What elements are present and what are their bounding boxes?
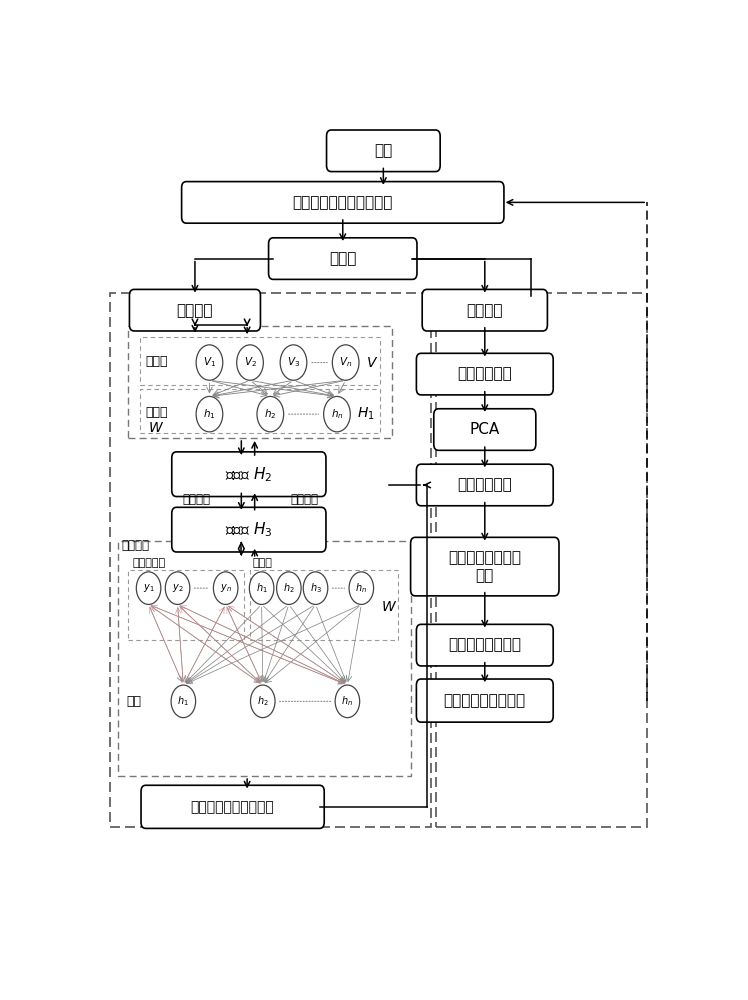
Circle shape: [196, 345, 223, 380]
Text: $h_1$: $h_1$: [203, 407, 215, 421]
Text: 获取导轨运行的数据信号: 获取导轨运行的数据信号: [292, 195, 393, 210]
Circle shape: [196, 396, 223, 432]
Bar: [110, 293, 432, 827]
FancyBboxPatch shape: [411, 537, 559, 596]
Bar: [140, 389, 381, 433]
FancyBboxPatch shape: [417, 353, 554, 395]
Text: $V$: $V$: [366, 356, 378, 370]
Text: $h_2$: $h_2$: [257, 694, 269, 708]
Circle shape: [257, 396, 283, 432]
Bar: [118, 541, 411, 776]
Text: $h_2$: $h_2$: [264, 407, 277, 421]
Text: $V_1$: $V_1$: [203, 356, 216, 369]
Text: 测试数据: 测试数据: [467, 303, 503, 318]
Text: $h_1$: $h_1$: [256, 581, 268, 595]
Text: $W$: $W$: [148, 421, 164, 435]
FancyBboxPatch shape: [422, 289, 548, 331]
Circle shape: [335, 685, 360, 718]
Text: 导轨状态特征: 导轨状态特征: [458, 477, 512, 492]
Circle shape: [280, 345, 307, 380]
Text: 顶层: 顶层: [126, 695, 141, 708]
Text: $h_3$: $h_3$: [310, 581, 322, 595]
Text: 可视层: 可视层: [146, 355, 168, 368]
Text: 反向重构: 反向重构: [290, 493, 318, 506]
Text: $h_n$: $h_n$: [355, 581, 367, 595]
Circle shape: [136, 572, 161, 604]
Text: 预处理: 预处理: [329, 251, 357, 266]
Text: 导轨实时运行状态: 导轨实时运行状态: [448, 638, 521, 653]
Text: $W$: $W$: [381, 600, 396, 614]
Circle shape: [236, 345, 263, 380]
Text: $V_3$: $V_3$: [287, 356, 300, 369]
Bar: [129, 326, 392, 438]
Circle shape: [249, 572, 274, 604]
FancyBboxPatch shape: [172, 507, 326, 552]
FancyBboxPatch shape: [417, 679, 554, 722]
FancyBboxPatch shape: [417, 464, 554, 506]
Circle shape: [251, 685, 275, 718]
Circle shape: [349, 572, 373, 604]
Text: $h_2$: $h_2$: [283, 581, 295, 595]
FancyBboxPatch shape: [269, 238, 417, 279]
Circle shape: [213, 572, 238, 604]
Text: $H_1$: $H_1$: [358, 406, 375, 422]
Text: $h_n$: $h_n$: [331, 407, 343, 421]
FancyBboxPatch shape: [129, 289, 260, 331]
FancyBboxPatch shape: [182, 182, 504, 223]
Text: $h_n$: $h_n$: [341, 694, 353, 708]
Text: 隐藏层 $H_3$: 隐藏层 $H_3$: [225, 520, 272, 539]
Text: 正向传递: 正向传递: [183, 493, 211, 506]
Circle shape: [324, 396, 350, 432]
Text: 开始: 开始: [374, 143, 393, 158]
Bar: [435, 293, 647, 827]
FancyBboxPatch shape: [434, 409, 536, 450]
FancyBboxPatch shape: [417, 624, 554, 666]
Text: PCA: PCA: [470, 422, 500, 437]
Text: 导轨状态警告或结束: 导轨状态警告或结束: [444, 693, 526, 708]
Text: 提取数据特征: 提取数据特征: [458, 367, 512, 382]
Text: $V_2$: $V_2$: [244, 356, 257, 369]
Text: 特征向量间相似度
处理: 特征向量间相似度 处理: [448, 550, 521, 583]
Text: 输出导轨运行状态模型: 输出导轨运行状态模型: [191, 800, 275, 814]
Circle shape: [171, 685, 196, 718]
Text: 隐藏层: 隐藏层: [252, 558, 272, 568]
Text: $h_1$: $h_1$: [177, 694, 189, 708]
FancyBboxPatch shape: [327, 130, 440, 172]
Circle shape: [165, 572, 190, 604]
Text: $V_n$: $V_n$: [339, 356, 352, 369]
Text: 隐藏层 $H_2$: 隐藏层 $H_2$: [225, 465, 272, 484]
Text: 隐藏层: 隐藏层: [146, 406, 168, 419]
Circle shape: [332, 345, 359, 380]
Text: $y_2$: $y_2$: [172, 582, 183, 594]
Bar: [129, 570, 244, 640]
Text: 训练数据: 训练数据: [177, 303, 213, 318]
Text: 标签神经元: 标签神经元: [133, 558, 166, 568]
Text: $y_n$: $y_n$: [220, 582, 232, 594]
Circle shape: [277, 572, 301, 604]
Bar: [140, 337, 381, 385]
Text: $y_1$: $y_1$: [143, 582, 154, 594]
Circle shape: [303, 572, 328, 604]
Bar: [250, 570, 398, 640]
FancyBboxPatch shape: [141, 785, 324, 828]
FancyBboxPatch shape: [172, 452, 326, 497]
Text: 联想记忆: 联想记忆: [121, 539, 150, 552]
